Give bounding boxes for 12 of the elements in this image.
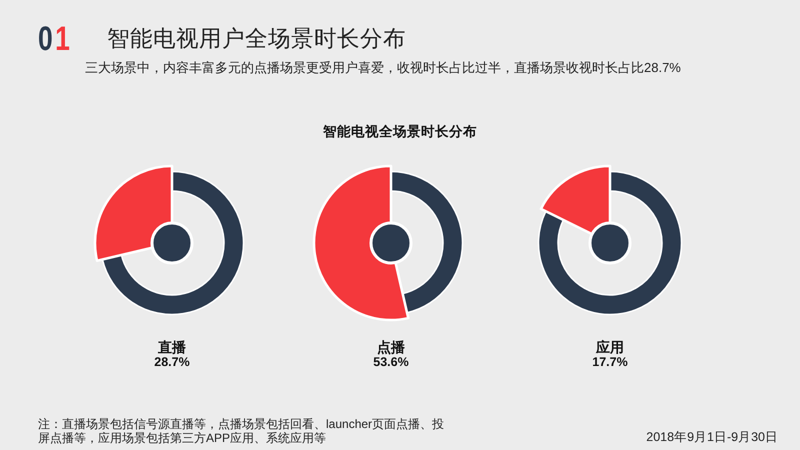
text: 智能电视用户全场景时长分布 [107,26,406,51]
text: 注：直播场景包括信号源直播等，点播场景包括回看、launcher页面点播、投屏点播等，应用场景包括第三方APP应用、系统应用等 [38,417,444,445]
text: 2018年9月1日-9月30日 [646,430,778,444]
text: 智能电视全场景时长分布 [322,123,477,139]
text: 28.7% [154,355,190,369]
text: 点播 [377,339,406,355]
text: 直播 [157,339,187,355]
text: 01 [38,20,72,58]
text: 17.7% [592,355,628,369]
text: 应用 [595,339,624,355]
text: 53.6% [373,355,409,369]
text: 三大场景中，内容丰富多元的点播场景更受用户喜爱，收视时长占比过半，直播场景收视时长占比28.7% [85,60,682,75]
